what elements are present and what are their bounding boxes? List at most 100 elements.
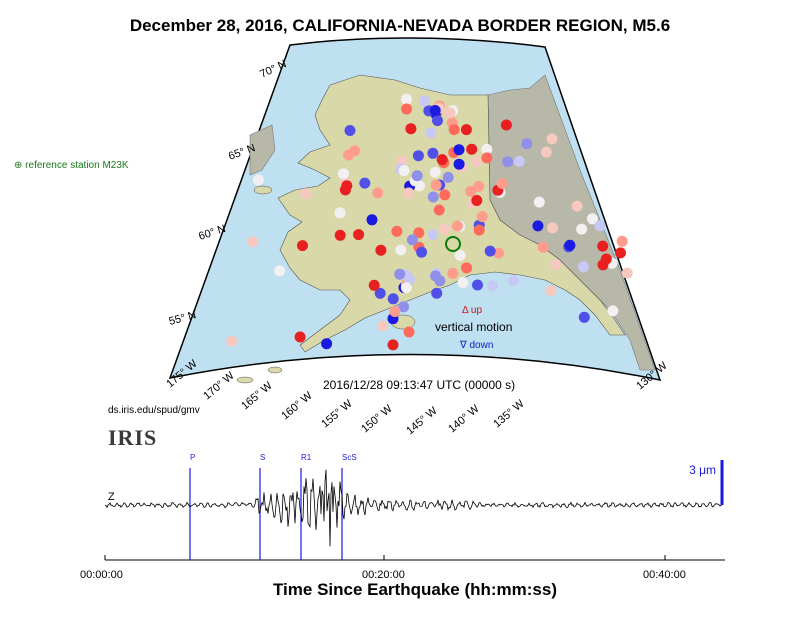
station-marker bbox=[391, 225, 403, 237]
station-marker bbox=[442, 171, 454, 183]
station-marker bbox=[387, 339, 399, 351]
station-marker bbox=[502, 156, 514, 168]
page-title: December 28, 2016, CALIFORNIA-NEVADA BOR… bbox=[129, 16, 671, 35]
station-marker bbox=[341, 180, 353, 192]
phase-markers: P S R1 ScS bbox=[189, 453, 357, 560]
station-marker bbox=[406, 234, 418, 246]
station-marker bbox=[294, 331, 306, 343]
station-marker bbox=[473, 224, 485, 236]
longitude-label: 155° W bbox=[319, 397, 355, 430]
station-marker bbox=[470, 156, 482, 168]
station-marker bbox=[247, 236, 259, 248]
station-marker bbox=[389, 306, 401, 317]
station-marker bbox=[457, 277, 469, 288]
station-marker bbox=[447, 267, 459, 279]
time-tick-label: 00:40:00 bbox=[643, 569, 686, 581]
station-marker bbox=[546, 133, 558, 145]
station-marker bbox=[473, 180, 485, 192]
station-marker bbox=[321, 338, 333, 350]
station-marker bbox=[297, 240, 308, 252]
station-marker bbox=[451, 220, 463, 232]
station-marker bbox=[578, 261, 589, 273]
map-russia bbox=[249, 124, 276, 176]
station-marker bbox=[586, 213, 598, 225]
phase-label: P bbox=[190, 453, 195, 462]
station-marker bbox=[533, 196, 545, 208]
station-marker bbox=[513, 155, 525, 167]
station-marker bbox=[547, 222, 559, 234]
longitude-label: 150° W bbox=[359, 402, 395, 435]
station-marker bbox=[507, 275, 519, 287]
station-marker bbox=[359, 177, 371, 189]
station-marker bbox=[537, 241, 549, 253]
map-aleutian-island bbox=[267, 366, 283, 374]
station-marker bbox=[616, 235, 628, 247]
station-marker bbox=[433, 204, 445, 216]
seismogram-trace bbox=[104, 469, 723, 547]
station-marker bbox=[377, 320, 389, 332]
station-marker bbox=[466, 143, 478, 155]
longitude-label: 135° W bbox=[491, 397, 527, 430]
station-marker bbox=[431, 287, 443, 299]
station-marker bbox=[521, 138, 533, 150]
station-marker bbox=[600, 253, 612, 265]
station-marker bbox=[481, 152, 493, 164]
station-marker bbox=[476, 211, 488, 223]
map-st-lawrence-island bbox=[253, 185, 273, 195]
station-marker bbox=[411, 170, 423, 182]
station-marker bbox=[594, 220, 606, 232]
station-marker bbox=[430, 270, 441, 282]
station-marker bbox=[430, 179, 442, 191]
seismogram-component-label: Z bbox=[108, 491, 115, 503]
station-marker bbox=[621, 267, 633, 279]
legend-up: Δ up bbox=[462, 305, 483, 316]
station-marker bbox=[366, 214, 378, 226]
station-marker bbox=[387, 293, 399, 305]
station-marker bbox=[398, 301, 410, 313]
station-marker bbox=[374, 287, 386, 299]
station-marker bbox=[500, 119, 512, 131]
station-marker bbox=[403, 187, 415, 199]
station-marker bbox=[484, 245, 496, 257]
station-marker bbox=[444, 107, 456, 119]
longitude-label: 170° W bbox=[201, 369, 237, 402]
station-markers bbox=[226, 93, 633, 351]
longitude-label: 165° W bbox=[239, 379, 275, 412]
station-marker bbox=[401, 103, 413, 115]
map-timestamp: 2016/12/28 09:13:47 UTC (00000 s) bbox=[323, 378, 516, 392]
map-aleutian-island bbox=[236, 376, 254, 384]
station-marker bbox=[461, 262, 472, 274]
station-marker bbox=[496, 178, 508, 189]
legend-down: ∇ down bbox=[460, 340, 494, 351]
station-marker bbox=[607, 305, 619, 317]
station-marker bbox=[425, 127, 437, 139]
station-marker bbox=[334, 207, 346, 219]
station-marker bbox=[372, 187, 384, 199]
station-marker bbox=[550, 259, 562, 270]
station-marker bbox=[465, 186, 477, 197]
station-marker bbox=[493, 247, 505, 259]
station-marker bbox=[398, 165, 410, 177]
time-tick-label: 00:20:00 bbox=[362, 569, 405, 581]
station-marker bbox=[368, 279, 380, 291]
station-marker bbox=[597, 240, 609, 252]
station-marker bbox=[427, 229, 439, 241]
station-marker bbox=[334, 229, 346, 241]
station-marker bbox=[412, 150, 424, 162]
seismogram-panel: P S R1 ScS Z 3 μm bbox=[104, 453, 725, 561]
station-marker bbox=[571, 200, 583, 212]
station-marker bbox=[453, 158, 465, 170]
station-marker bbox=[344, 125, 356, 136]
station-marker bbox=[429, 166, 441, 178]
phase-label: S bbox=[260, 453, 265, 462]
phase-label: ScS bbox=[342, 453, 357, 462]
station-marker bbox=[432, 115, 443, 127]
station-marker bbox=[429, 105, 441, 116]
station-marker bbox=[353, 229, 365, 241]
station-marker bbox=[540, 146, 552, 158]
station-marker bbox=[436, 154, 448, 166]
legend-vertical-motion: vertical motion bbox=[435, 320, 513, 334]
station-marker bbox=[564, 239, 576, 251]
source-url[interactable]: ds.iris.edu/spud/gmv bbox=[108, 405, 200, 416]
